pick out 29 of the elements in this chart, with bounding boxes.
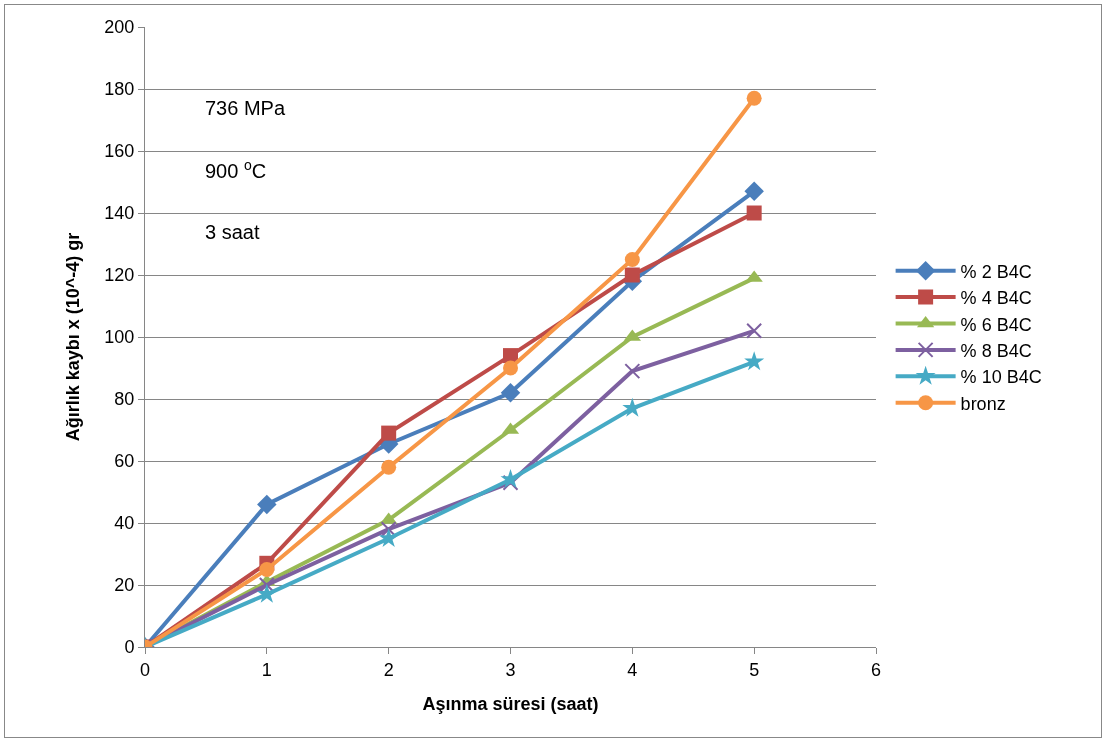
annotation: 3 saat xyxy=(205,221,260,243)
y-tick-label: 20 xyxy=(114,575,135,596)
x-tick-label: 5 xyxy=(749,659,760,680)
x-tick-label: 1 xyxy=(261,659,272,680)
x-tick-label: 2 xyxy=(383,659,394,680)
y-tick-label: 200 xyxy=(104,17,135,38)
annotation: 900 $^{o}$C xyxy=(205,157,267,183)
x-tick-label: 3 xyxy=(505,659,516,680)
legend-label: bronz xyxy=(960,393,1006,414)
annotation: 736 MPa xyxy=(205,97,286,119)
y-tick-label: 80 xyxy=(114,389,135,410)
legend-label: % 2 B4C xyxy=(960,261,1032,282)
legend-label: % 10 B4C xyxy=(960,367,1042,388)
y-tick-label: 160 xyxy=(104,141,135,162)
y-tick-label: 180 xyxy=(104,79,135,100)
y-tick-label: 40 xyxy=(114,513,135,534)
x-tick-label: 6 xyxy=(870,659,882,680)
legend-label: % 6 B4C xyxy=(960,314,1032,335)
x-tick-label: 4 xyxy=(627,659,638,680)
x-tick-label: 0 xyxy=(139,659,151,680)
legend-label: % 4 B4C xyxy=(960,288,1032,309)
y-tick-label: 100 xyxy=(104,327,135,348)
y-tick-label: 0 xyxy=(124,637,135,658)
y-tick-label: 140 xyxy=(104,203,135,224)
legend-label: % 8 B4C xyxy=(960,340,1032,361)
y-tick-label: 60 xyxy=(114,451,135,472)
y-axis-title: Ağırlık kaybı x (10^-4) gr xyxy=(62,232,83,442)
y-tick-label: 120 xyxy=(104,265,135,286)
x-axis-title: Aşınma süresi (saat) xyxy=(422,693,599,714)
